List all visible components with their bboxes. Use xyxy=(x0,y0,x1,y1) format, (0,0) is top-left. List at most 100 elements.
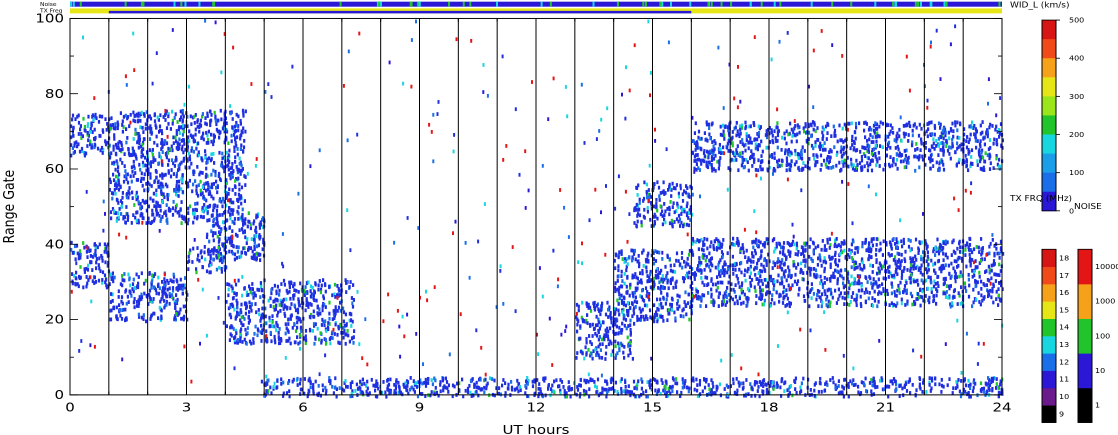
echo-cell xyxy=(841,126,844,131)
echo-cell xyxy=(956,128,959,133)
echo-cell xyxy=(206,174,209,178)
echo-cell xyxy=(621,257,624,261)
echo-cell xyxy=(268,315,271,320)
echo-cell xyxy=(740,126,744,130)
echo-cell xyxy=(117,215,120,220)
echo-cell xyxy=(905,148,908,153)
echo-cell xyxy=(751,254,754,259)
echo-cell xyxy=(1000,283,1003,288)
echo-cell xyxy=(240,327,243,332)
echo-cell xyxy=(137,220,140,225)
echo-cell xyxy=(172,135,175,140)
echo-cell xyxy=(273,324,276,329)
echo-cell xyxy=(215,122,218,127)
echo-cell xyxy=(287,330,290,334)
echo-cell xyxy=(182,138,186,143)
echo-cell xyxy=(787,147,790,152)
echo-cell xyxy=(257,252,260,257)
echo-cell xyxy=(81,134,84,139)
echo-cell xyxy=(691,272,694,276)
echo-cell xyxy=(965,159,968,164)
echo-cell xyxy=(177,142,180,147)
echo-cell xyxy=(352,298,355,302)
echo-cell xyxy=(785,156,788,161)
echo-cell xyxy=(659,314,662,319)
echo-cell xyxy=(678,294,681,299)
echo-cell xyxy=(344,341,347,346)
echo-cell xyxy=(951,240,954,245)
echo-cell xyxy=(973,247,976,252)
echo-cell xyxy=(234,232,238,237)
echo-cell xyxy=(617,289,620,294)
echo-cell xyxy=(835,236,838,241)
echo-cell xyxy=(661,256,664,261)
echo-cell xyxy=(351,336,354,340)
echo-cell xyxy=(614,339,617,344)
echo-cell xyxy=(648,292,651,296)
echo-cell xyxy=(239,318,242,323)
echo-cell xyxy=(710,300,713,304)
noise-strip-mark xyxy=(418,1,421,7)
echo-cell xyxy=(620,249,623,254)
echo-cell xyxy=(799,152,802,157)
echo-cell xyxy=(623,296,626,301)
echo-cell xyxy=(863,164,866,169)
echo-cell xyxy=(667,286,670,291)
echo-cell xyxy=(980,286,983,291)
echo-cell xyxy=(849,251,852,255)
echo-cell xyxy=(142,313,145,317)
echo-cell xyxy=(704,137,707,142)
echo-cell xyxy=(996,251,999,256)
echo-cell xyxy=(952,249,955,254)
echo-cell xyxy=(715,237,718,242)
echo-cell xyxy=(220,163,223,168)
echo-cell xyxy=(985,269,988,273)
echo-cell xyxy=(942,136,945,141)
echo-cell xyxy=(234,159,237,164)
echo-cell xyxy=(131,146,134,151)
echo-cell xyxy=(610,353,613,357)
echo-cell xyxy=(979,258,983,263)
echo-cell xyxy=(691,250,694,255)
echo-cell xyxy=(740,123,744,128)
echo-cell xyxy=(649,269,652,274)
echo-cell xyxy=(709,268,712,273)
echo-cell xyxy=(785,168,788,173)
echo-cell xyxy=(648,297,651,302)
echo-cell xyxy=(693,166,696,171)
echo-cell xyxy=(139,202,142,206)
echo-cell xyxy=(176,120,179,124)
echo-cell xyxy=(905,280,908,285)
noise-strip-mark xyxy=(173,1,176,7)
echo-cell xyxy=(167,281,170,285)
echo-cell xyxy=(196,201,199,206)
echo-cell xyxy=(215,208,219,213)
echo-cell xyxy=(848,283,851,287)
echo-cell xyxy=(339,323,342,328)
echo-cell xyxy=(712,149,715,154)
echo-cell xyxy=(744,278,747,283)
echo-cell xyxy=(882,276,885,281)
echo-cell xyxy=(737,132,740,137)
echo-cell xyxy=(302,336,306,341)
echo-cell xyxy=(894,259,897,264)
echo-cell xyxy=(932,137,935,142)
echo-cell xyxy=(711,148,714,153)
echo-cell xyxy=(132,137,135,141)
echo-cell xyxy=(623,281,626,286)
echo-cell xyxy=(771,293,774,298)
echo-cell xyxy=(814,140,817,145)
echo-cell xyxy=(71,146,74,150)
echo-cell xyxy=(231,212,234,216)
echo-cell xyxy=(139,206,142,210)
echo-cell xyxy=(277,335,280,339)
echo-cell xyxy=(143,200,146,205)
echo-cell xyxy=(646,317,649,321)
echo-cell xyxy=(787,265,790,270)
echo-cell xyxy=(336,284,339,288)
echo-cell xyxy=(221,156,224,161)
echo-cell xyxy=(196,246,199,250)
echo-cell xyxy=(209,253,212,258)
echo-cell xyxy=(875,139,878,144)
echo-cell xyxy=(91,113,94,118)
